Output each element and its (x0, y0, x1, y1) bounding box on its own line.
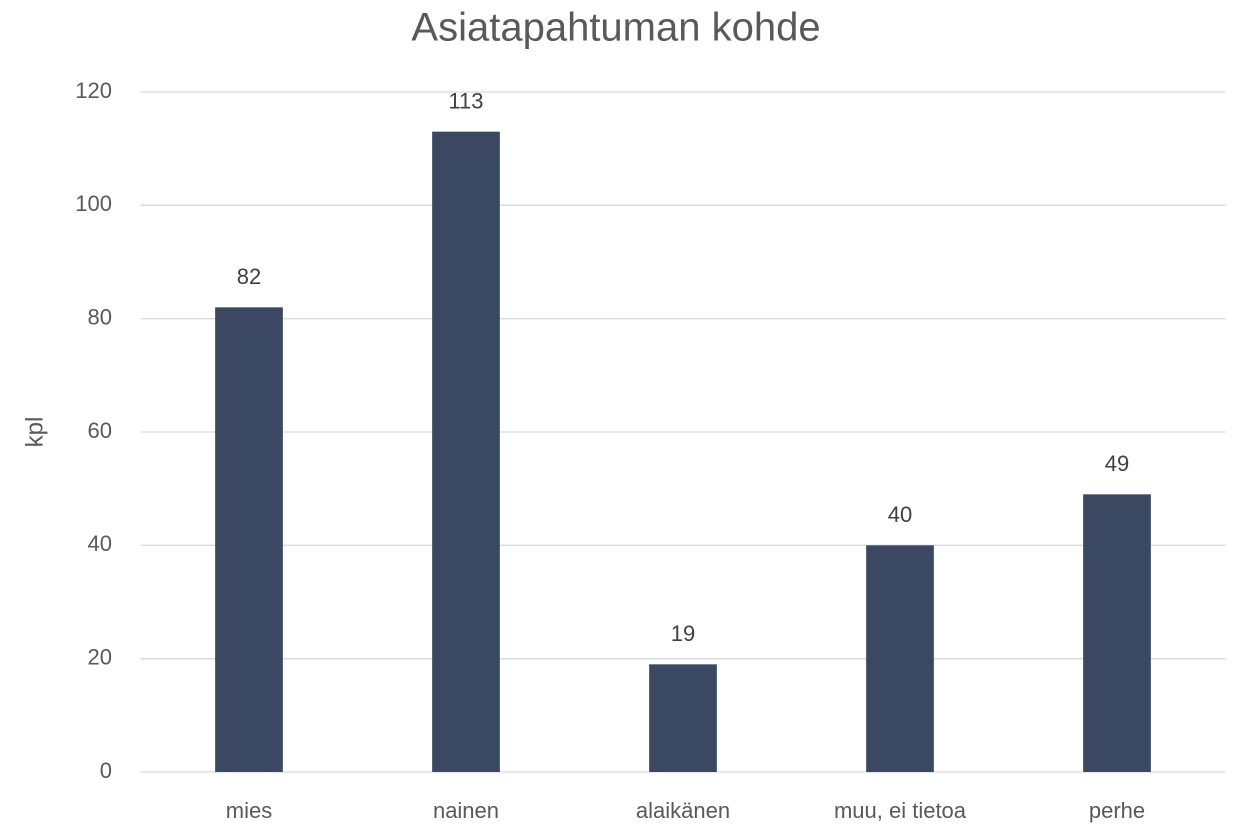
data-label: 19 (671, 621, 695, 646)
data-label: 40 (888, 502, 912, 527)
y-tick-label: 40 (88, 531, 112, 556)
y-tick-label: 120 (75, 78, 112, 103)
y-tick-label: 60 (88, 418, 112, 443)
y-axis-label: kpl (21, 417, 48, 448)
data-label: 113 (448, 88, 483, 113)
data-label: 49 (1105, 451, 1129, 476)
y-tick-label: 20 (88, 644, 112, 669)
chart-title: Asiatapahtuman kohde (411, 6, 820, 50)
bar (432, 131, 500, 772)
x-tick-label: nainen (433, 798, 499, 823)
bar (215, 307, 283, 772)
y-tick-label: 100 (75, 191, 112, 216)
data-label: 82 (237, 264, 261, 289)
bar (649, 664, 717, 772)
x-tick-label: muu, ei tietoa (834, 798, 967, 823)
y-tick-label: 80 (88, 304, 112, 329)
x-tick-label: mies (226, 798, 272, 823)
x-tick-label: perhe (1089, 798, 1145, 823)
bar (866, 545, 934, 772)
x-tick-label: alaikänen (636, 798, 730, 823)
bar (1083, 494, 1151, 772)
y-tick-label: 0 (100, 758, 112, 783)
